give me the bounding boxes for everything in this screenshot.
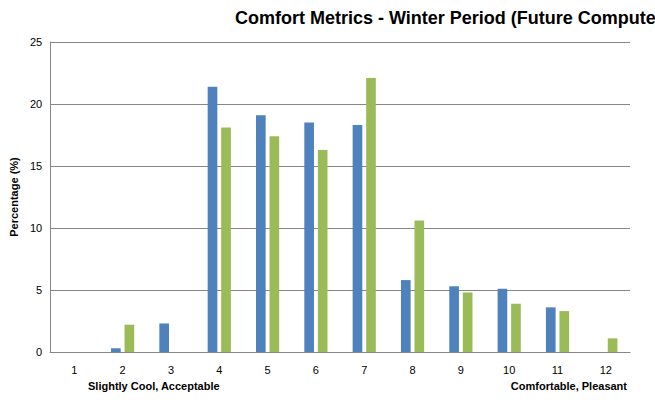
svg-text:11: 11: [552, 364, 563, 376]
svg-text:10: 10: [503, 364, 515, 376]
svg-text:5: 5: [36, 284, 42, 296]
svg-text:1: 1: [71, 364, 77, 376]
svg-text:15: 15: [30, 160, 42, 172]
svg-text:Percentage (%): Percentage (%): [8, 157, 20, 237]
svg-text:8: 8: [409, 364, 415, 376]
svg-text:0: 0: [36, 346, 42, 358]
svg-text:4: 4: [216, 364, 222, 376]
svg-text:3: 3: [168, 364, 174, 376]
svg-text:Comfort Metrics - Winter Perio: Comfort Metrics - Winter Period (Future …: [235, 8, 655, 28]
svg-text:5: 5: [265, 364, 271, 376]
svg-text:9: 9: [458, 364, 464, 376]
svg-text:20: 20: [30, 98, 42, 110]
svg-text:6: 6: [313, 364, 319, 376]
svg-text:10: 10: [30, 222, 42, 234]
svg-text:7: 7: [361, 364, 367, 376]
svg-text:2: 2: [120, 364, 126, 376]
svg-text:Slightly Cool, Acceptable: Slightly Cool, Acceptable: [88, 380, 220, 392]
svg-text:12: 12: [600, 364, 612, 376]
svg-text:Comfortable, Pleasant: Comfortable, Pleasant: [511, 380, 627, 392]
svg-text:25: 25: [30, 36, 42, 48]
